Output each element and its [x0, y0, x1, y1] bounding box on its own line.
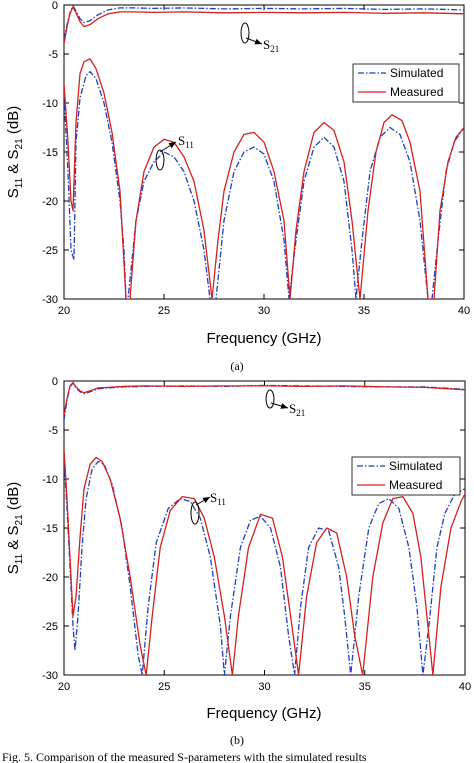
annotation-s21-b-sub: 21: [296, 408, 305, 418]
tick-marks-a: [63, 4, 465, 300]
annotation-s11-b-base: S: [210, 490, 217, 505]
y-axis-title-b: S11 & S21 (dB): [5, 482, 25, 574]
panel-label-a: (a): [230, 359, 243, 373]
y-tick-label-a-5: -25: [42, 245, 58, 257]
y-tick-label-b-5: -25: [42, 621, 58, 633]
annotation-s21-b: S21: [265, 389, 305, 418]
tick-marks-b: [63, 380, 466, 676]
y-tick-label-b-4: -20: [42, 572, 58, 584]
y-axis-title-a-sub1: 11: [14, 177, 25, 188]
legend-label-simulated-b: Simulated: [389, 459, 442, 473]
annotation-s11-b-sub: 11: [217, 497, 226, 507]
y-axis-title-a-s: S: [5, 188, 22, 198]
x-tick-labels-a: 20 25 30 35 40: [58, 305, 470, 317]
y-axis-title-b-s: S: [5, 564, 22, 574]
legend-label-measured-b: Measured: [389, 478, 442, 492]
x-tick-label-b-2: 30: [258, 681, 270, 693]
series-s21-measured-a: [64, 6, 464, 45]
y-tick-label-b-1: -5: [48, 425, 58, 437]
y-tick-label-a-6: -30: [42, 294, 58, 306]
annotation-s21-a-label: S21: [263, 37, 279, 54]
y-tick-label-a-2: -10: [42, 98, 58, 110]
legend-label-simulated-a: Simulated: [390, 66, 443, 80]
annotation-s11-b: S11: [190, 490, 226, 525]
annotation-s11-a-arrow: [159, 141, 177, 153]
series-s11-measured-a: [64, 58, 464, 299]
legend-box-a: [352, 63, 460, 103]
annotation-s21-b-base: S: [289, 401, 296, 416]
legend-a: Simulated Measured: [352, 63, 460, 103]
y-tick-label-a-4: -20: [42, 196, 58, 208]
x-axis-title-a: Frequency (GHz): [206, 330, 321, 347]
y-axis-title-a-sub2: 21: [14, 138, 25, 150]
panel-label-b: (b): [230, 733, 244, 747]
y-axis-title-b-sub2: 21: [14, 514, 25, 526]
annotation-s21-a-ellipse: [240, 22, 250, 44]
y-axis-title-a-amp: & S: [5, 149, 22, 177]
y-axis-title-b-sub1: 11: [14, 553, 25, 564]
y-tick-labels-a: 0 -5 -10 -15 -20 -25 -30: [42, 0, 58, 306]
y-axis-title-b-unit: (dB): [5, 482, 22, 515]
x-tick-label-a-0: 20: [58, 305, 70, 317]
x-tick-labels-b: 20 25 30 35 40: [58, 681, 471, 693]
y-tick-label-a-1: -5: [48, 49, 58, 61]
annotation-s11-b-label: S11: [210, 490, 226, 507]
x-tick-label-a-1: 25: [158, 305, 170, 317]
legend-b: Simulated Measured: [351, 456, 461, 496]
y-tick-label-a-0: 0: [52, 0, 58, 12]
y-tick-label-a-3: -15: [42, 147, 58, 159]
y-axis-title-b-amp: & S: [5, 525, 22, 553]
x-tick-label-a-4: 40: [458, 305, 470, 317]
annotation-s21-a-arrow: [245, 37, 263, 45]
x-tick-label-a-3: 35: [358, 305, 370, 317]
series-s11-simulated-a: [64, 70, 464, 299]
chart-panel-b: 0 -5 -10 -15 -20 -25 -30 20 25 30 35 40 Frequency …: [5, 376, 471, 747]
y-axis-title-a: S11 & S21 (dB): [5, 106, 25, 198]
annotation-s21-b-arrow: [270, 402, 289, 409]
legend-box-b: [351, 456, 461, 496]
series-s21-measured-b: [64, 381, 465, 416]
y-tick-label-b-6: -30: [42, 670, 58, 682]
annotation-s11-a-label: S11: [178, 133, 194, 150]
chart-panel-a: 0 -5 -10 -15 -20 -25 -30 20 25 30 35 40 Frequency …: [5, 0, 470, 373]
series-group-b: [64, 381, 465, 675]
series-s21-simulated-a: [64, 5, 464, 40]
y-tick-label-b-3: -15: [42, 523, 58, 535]
series-group-a: [64, 5, 464, 299]
plot-frame-b: [63, 380, 466, 676]
x-tick-label-b-1: 25: [158, 681, 170, 693]
annotation-s11-a-sub: 11: [185, 140, 194, 150]
series-s21-simulated-b: [64, 382, 465, 421]
y-tick-label-b-2: -10: [42, 474, 58, 486]
annotation-s11-a-base: S: [178, 133, 185, 148]
y-tick-labels-b: 0 -5 -10 -15 -20 -25 -30: [42, 376, 58, 682]
annotation-s21-a-sub: 21: [270, 44, 279, 54]
x-tick-label-b-3: 35: [359, 681, 371, 693]
x-axis-title-b: Frequency (GHz): [206, 705, 321, 722]
annotation-s21-b-label: S21: [289, 401, 305, 418]
x-tick-label-a-2: 30: [258, 305, 270, 317]
x-tick-label-b-0: 20: [58, 681, 70, 693]
legend-label-measured-a: Measured: [390, 85, 443, 99]
y-tick-label-b-0: 0: [52, 376, 58, 388]
annotation-s11-b-ellipse: [190, 501, 200, 525]
series-s11-measured-b: [64, 449, 465, 675]
annotation-s11-a-ellipse: [155, 149, 165, 171]
x-tick-label-b-4: 40: [459, 681, 471, 693]
figure-caption: Fig. 5. Comparison of the measured S-par…: [2, 750, 367, 763]
y-axis-title-a-unit: (dB): [5, 106, 22, 139]
annotation-s11-a: S11: [155, 133, 194, 171]
annotation-s21-a: S21: [240, 22, 279, 54]
annotation-s21-a-base: S: [263, 37, 270, 52]
annotation-s11-b-arrow: [195, 496, 211, 506]
annotation-s21-b-ellipse: [265, 389, 275, 409]
